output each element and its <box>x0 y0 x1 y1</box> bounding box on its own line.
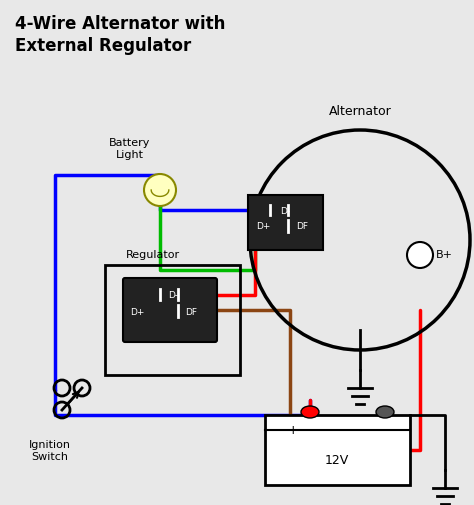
Text: D+: D+ <box>130 308 145 317</box>
Text: 12V: 12V <box>325 453 349 467</box>
Text: -: - <box>370 424 374 436</box>
Bar <box>105 265 240 375</box>
Text: 4-Wire Alternator with
External Regulator: 4-Wire Alternator with External Regulato… <box>15 15 225 55</box>
Text: Battery
Light: Battery Light <box>109 138 151 160</box>
Ellipse shape <box>376 406 394 418</box>
Text: B+: B+ <box>436 250 453 260</box>
Ellipse shape <box>301 406 319 418</box>
Bar <box>265 415 410 485</box>
Text: Regulator: Regulator <box>126 250 180 260</box>
Text: DF: DF <box>185 308 197 317</box>
Text: D-: D- <box>168 291 178 300</box>
Text: D-: D- <box>280 207 290 216</box>
Text: D+: D+ <box>256 222 270 231</box>
Text: +: + <box>288 424 298 436</box>
FancyBboxPatch shape <box>248 195 323 250</box>
Circle shape <box>144 174 176 206</box>
FancyBboxPatch shape <box>123 278 217 342</box>
Text: Alternator: Alternator <box>328 105 392 118</box>
Text: Ignition
Switch: Ignition Switch <box>29 440 71 462</box>
Circle shape <box>407 242 433 268</box>
Text: DF: DF <box>296 222 308 231</box>
